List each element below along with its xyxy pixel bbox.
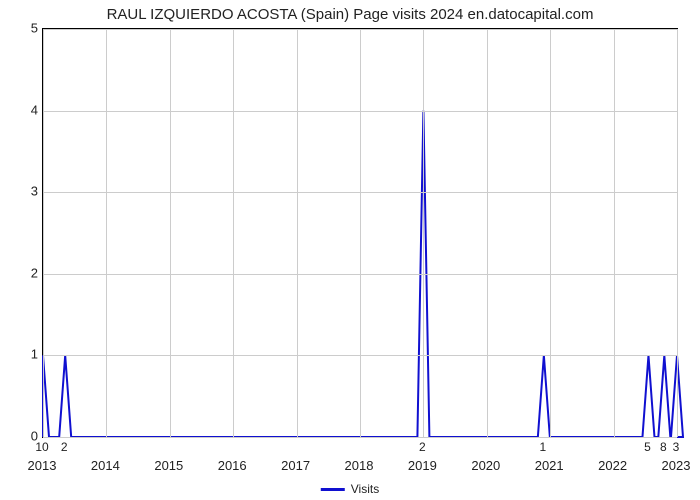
count-label: 5 bbox=[644, 440, 651, 454]
x-tick-label: 2022 bbox=[598, 458, 627, 473]
x-tick-label: 2019 bbox=[408, 458, 437, 473]
x-tick-label: 2013 bbox=[28, 458, 57, 473]
gridline-v bbox=[43, 29, 44, 437]
gridline-v bbox=[677, 29, 678, 437]
plot-area bbox=[42, 28, 678, 438]
gridline-v bbox=[297, 29, 298, 437]
count-label: 8 bbox=[660, 440, 667, 454]
count-label: 3 bbox=[673, 440, 680, 454]
legend-label: Visits bbox=[351, 482, 379, 496]
legend: Visits bbox=[321, 482, 379, 496]
count-label: 2 bbox=[419, 440, 426, 454]
gridline-v bbox=[106, 29, 107, 437]
y-tick-label: 3 bbox=[18, 184, 38, 199]
gridline-v bbox=[550, 29, 551, 437]
y-tick-label: 2 bbox=[18, 265, 38, 280]
x-tick-label: 2023 bbox=[662, 458, 691, 473]
x-tick-label: 2020 bbox=[471, 458, 500, 473]
chart-title: RAUL IZQUIERDO ACOSTA (Spain) Page visit… bbox=[0, 0, 700, 23]
gridline-v bbox=[614, 29, 615, 437]
x-tick-label: 2018 bbox=[345, 458, 374, 473]
x-tick-label: 2014 bbox=[91, 458, 120, 473]
count-label: 1 bbox=[540, 440, 547, 454]
x-tick-label: 2016 bbox=[218, 458, 247, 473]
x-tick-label: 2015 bbox=[154, 458, 183, 473]
gridline-v bbox=[360, 29, 361, 437]
y-tick-label: 4 bbox=[18, 102, 38, 117]
gridline-v bbox=[170, 29, 171, 437]
y-tick-label: 5 bbox=[18, 21, 38, 36]
gridline-v bbox=[487, 29, 488, 437]
count-label: 2 bbox=[61, 440, 68, 454]
gridline-v bbox=[423, 29, 424, 437]
count-label: 10 bbox=[35, 440, 48, 454]
gridline-h bbox=[43, 437, 677, 438]
legend-swatch bbox=[321, 488, 345, 491]
x-tick-label: 2017 bbox=[281, 458, 310, 473]
x-tick-label: 2021 bbox=[535, 458, 564, 473]
y-tick-label: 1 bbox=[18, 347, 38, 362]
chart-container: RAUL IZQUIERDO ACOSTA (Spain) Page visit… bbox=[0, 0, 700, 500]
gridline-v bbox=[233, 29, 234, 437]
